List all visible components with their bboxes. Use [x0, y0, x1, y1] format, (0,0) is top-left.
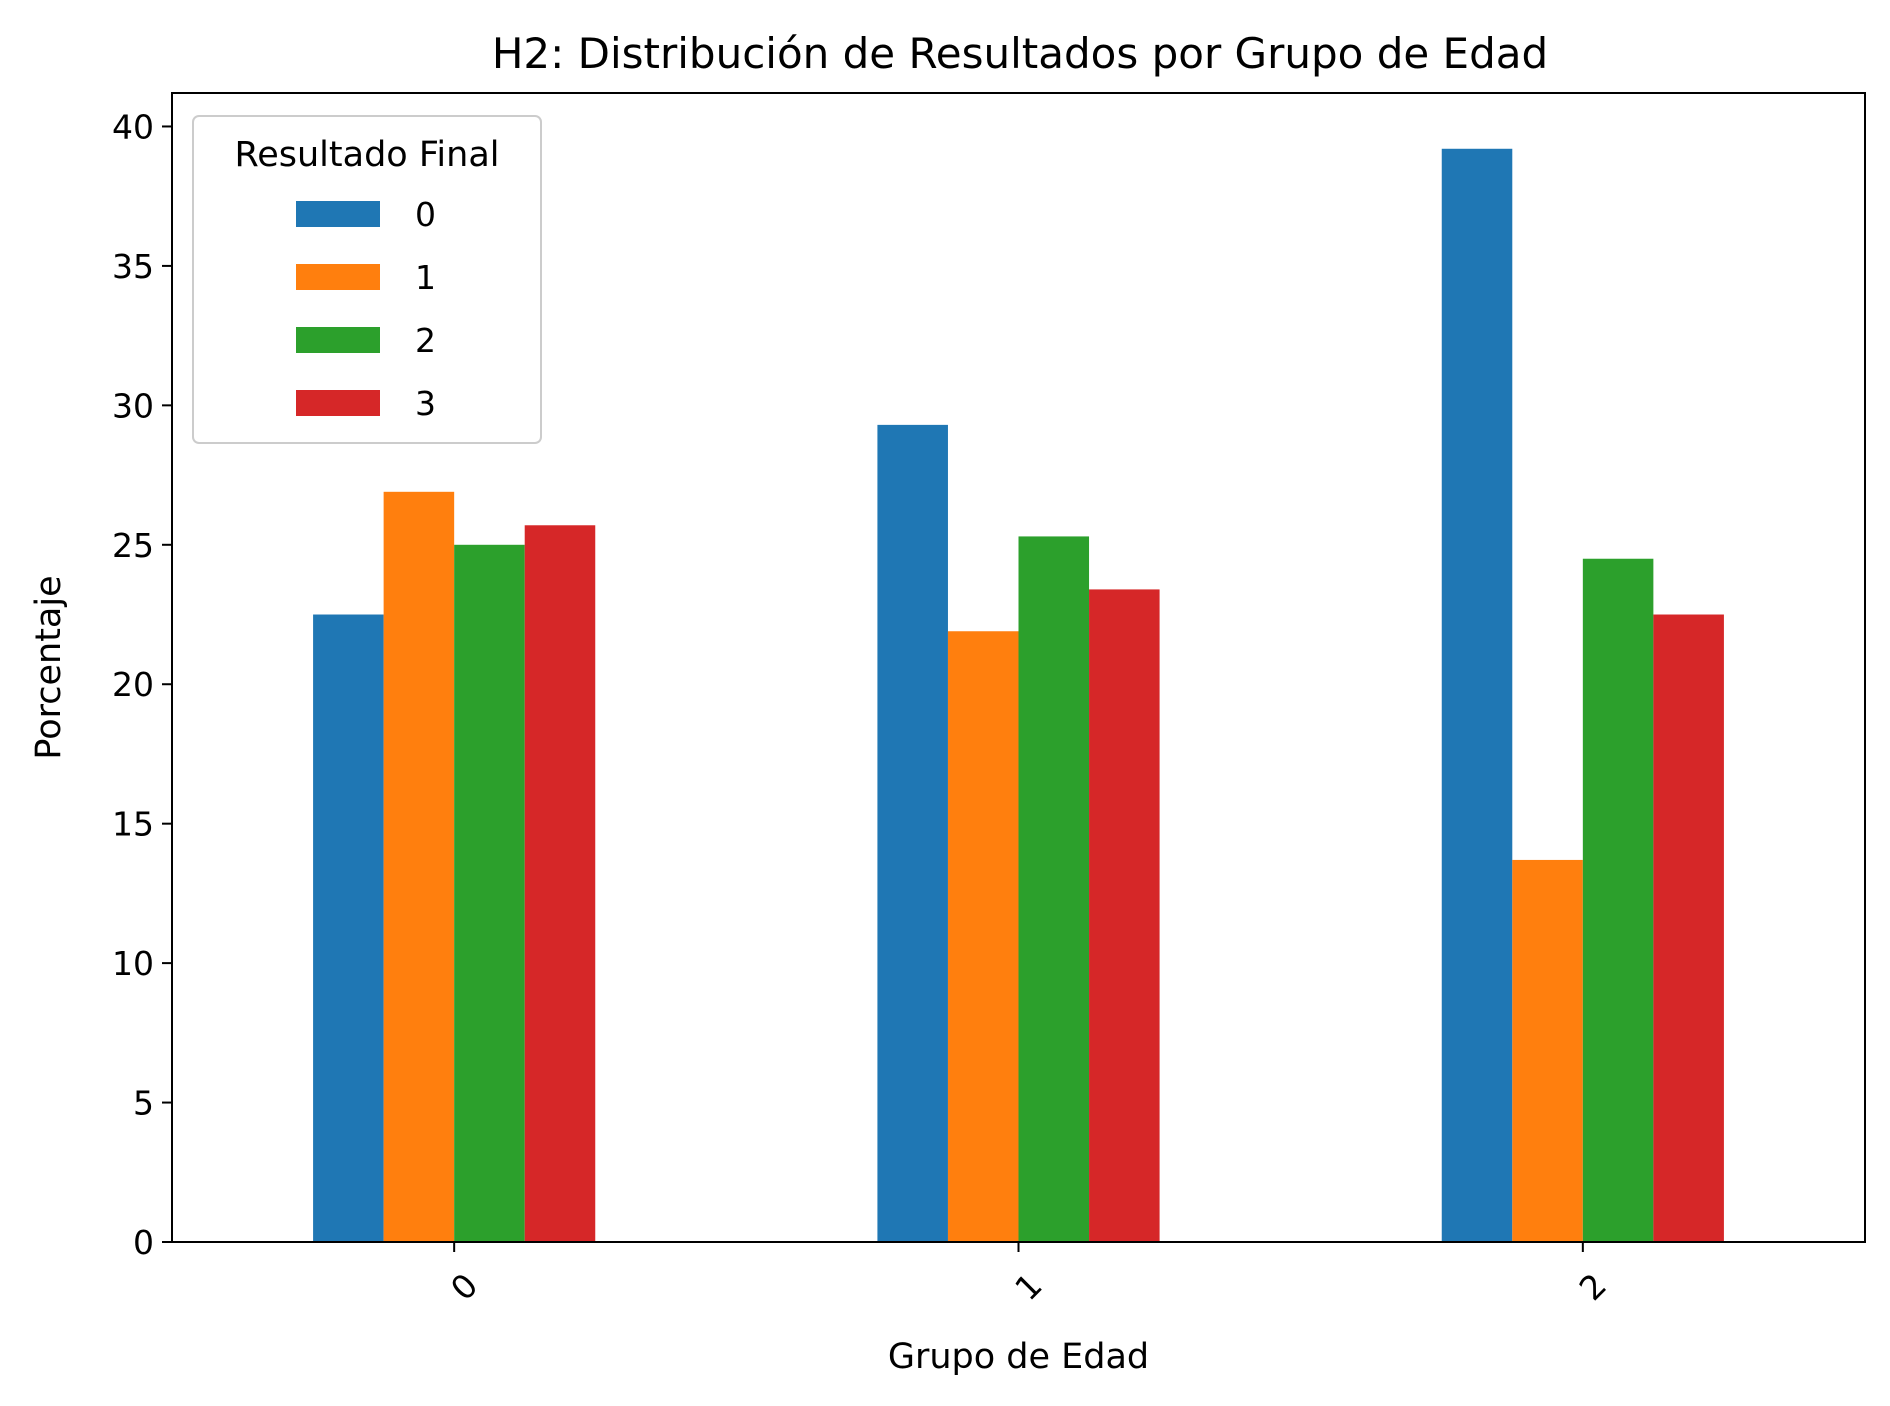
bar-series-0-cat-0	[313, 614, 384, 1242]
y-tick-label: 20	[112, 665, 154, 704]
chart-title: H2: Distribución de Resultados por Grupo…	[492, 29, 1548, 78]
x-tick-label: 2	[1572, 1266, 1614, 1308]
bar-series-2-cat-2	[1582, 558, 1654, 1242]
bar-series-3-cat-0	[524, 525, 596, 1242]
legend: Resultado Final 0 1 2 3	[192, 115, 542, 444]
bar-series-0-cat-2	[1441, 148, 1513, 1242]
legend-label-0: 0	[415, 195, 436, 234]
plot-frame	[171, 92, 1866, 1243]
y-tick-label: 35	[112, 247, 154, 286]
legend-label-1: 1	[415, 258, 436, 297]
x-tick-label: 1	[1007, 1266, 1049, 1308]
y-tick-label: 15	[112, 805, 154, 844]
legend-swatch-2	[296, 327, 380, 353]
y-tick-label: 10	[112, 944, 154, 983]
legend-swatch-1	[296, 264, 380, 290]
y-axis-label: Porcentaje	[29, 575, 69, 759]
legend-label-3: 3	[415, 384, 436, 423]
bar-series-3-cat-1	[1089, 589, 1160, 1242]
bars-group	[313, 148, 1724, 1243]
x-axis: 0 1 2	[443, 1242, 1614, 1308]
bar-series-2-cat-1	[1018, 536, 1090, 1242]
bar-series-1-cat-1	[947, 631, 1019, 1242]
y-tick-label: 30	[112, 386, 154, 425]
legend-swatch-3	[296, 390, 380, 416]
bar-series-1-cat-0	[383, 491, 455, 1242]
legend-label-2: 2	[415, 321, 436, 360]
legend-title: Resultado Final	[234, 135, 499, 175]
x-tick-label: 0	[443, 1266, 485, 1308]
bar-series-1-cat-2	[1512, 859, 1583, 1242]
y-axis: 0 5 10 15 20 25 30 35 40	[112, 107, 172, 1262]
x-axis-label: Grupo de Edad	[888, 1337, 1149, 1377]
bar-series-0-cat-1	[877, 424, 948, 1243]
y-tick-label: 25	[112, 526, 154, 565]
bar-series-2-cat-0	[454, 544, 525, 1242]
legend-items: 0 1 2 3	[296, 195, 436, 423]
bar-series-3-cat-2	[1653, 614, 1724, 1242]
y-tick-label: 0	[133, 1223, 154, 1262]
legend-swatch-0	[296, 201, 380, 227]
y-tick-label: 5	[133, 1084, 154, 1123]
y-tick-label: 40	[112, 107, 154, 146]
